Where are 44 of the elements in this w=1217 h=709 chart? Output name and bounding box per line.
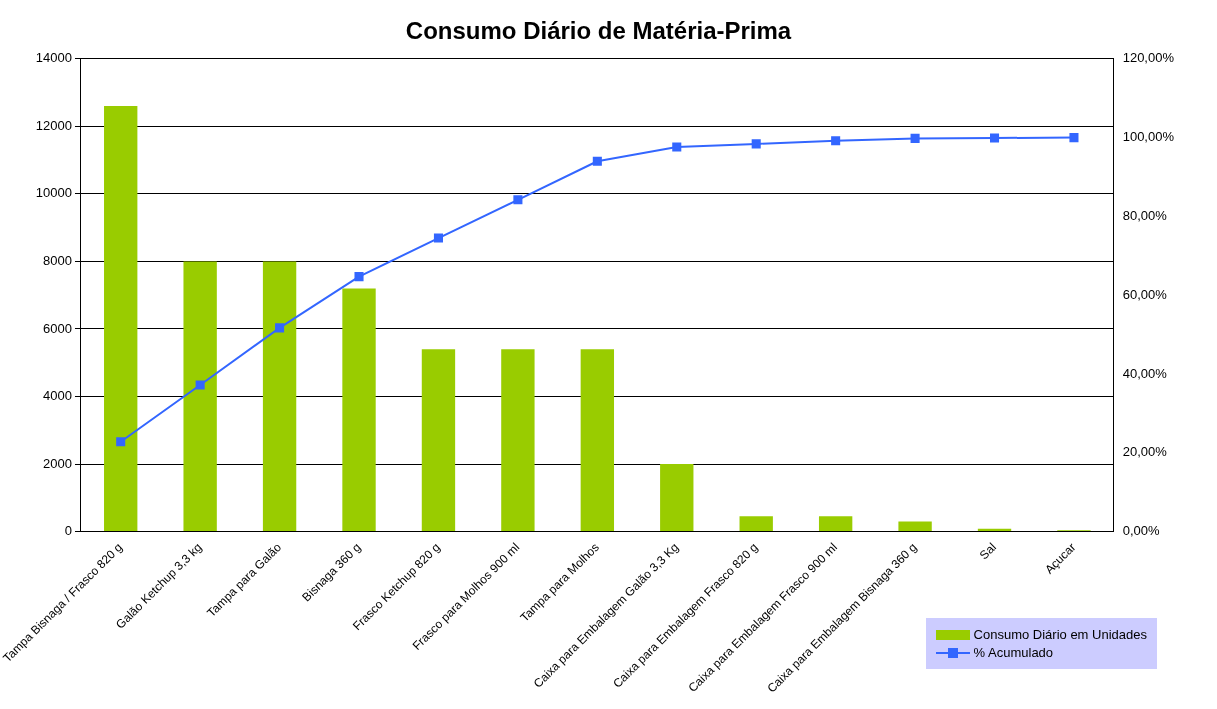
x-tick-label: Sal xyxy=(976,540,999,563)
point xyxy=(354,272,364,282)
y2-tick-label: 80,00% xyxy=(1122,207,1168,223)
y-tick-label: 6000 xyxy=(43,320,72,336)
y2-tick-label: 100,00% xyxy=(1122,129,1175,145)
y2-tick-label: 0,00% xyxy=(1122,523,1160,539)
point xyxy=(831,136,841,146)
bar xyxy=(977,528,1012,532)
point xyxy=(195,380,205,390)
bar xyxy=(183,261,217,532)
point xyxy=(751,139,761,149)
y-tick-label: 8000 xyxy=(43,252,72,268)
point xyxy=(592,156,602,166)
point xyxy=(1069,133,1079,143)
y-tick-label: 12000 xyxy=(35,117,72,133)
legend-label: Consumo Diário em Unidades xyxy=(973,627,1147,642)
point xyxy=(433,233,443,243)
y2-tick-label: 120,00% xyxy=(1122,50,1175,66)
point xyxy=(116,437,126,447)
bar xyxy=(421,349,456,532)
bar xyxy=(580,349,615,532)
y-tick-label: 10000 xyxy=(35,185,72,201)
bar xyxy=(501,349,535,532)
bar xyxy=(818,516,853,532)
bar xyxy=(342,288,376,532)
bar xyxy=(898,521,932,532)
bar xyxy=(262,261,297,532)
y2-tick-label: 20,00% xyxy=(1122,444,1168,460)
y-tick-label: 0 xyxy=(64,523,72,539)
y-tick-label: 4000 xyxy=(43,388,72,404)
chart-title: Consumo Diário de Matéria-Prima xyxy=(405,17,792,45)
bar xyxy=(104,106,138,532)
bar xyxy=(660,464,694,532)
point xyxy=(672,142,682,152)
y2-tick-label: 40,00% xyxy=(1122,365,1168,381)
point xyxy=(910,133,920,143)
y-tick-label: 2000 xyxy=(43,455,72,471)
bar xyxy=(739,516,773,532)
point xyxy=(989,133,1000,143)
legend-label: % Acumulado xyxy=(973,645,1054,660)
point xyxy=(275,323,285,333)
y-tick-label: 14000 xyxy=(35,50,72,66)
y2-tick-label: 60,00% xyxy=(1122,286,1168,302)
point xyxy=(513,195,523,205)
